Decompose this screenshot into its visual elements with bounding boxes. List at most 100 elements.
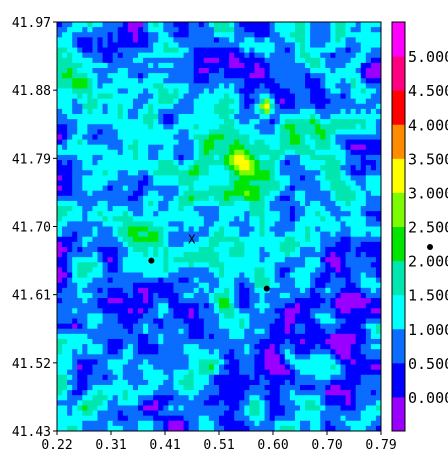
contour-cell: [178, 221, 185, 228]
contour-cell: [244, 236, 250, 243]
contour-cell: [370, 134, 377, 141]
contour-cell: [102, 400, 109, 407]
contour-cell: [117, 298, 124, 304]
contour-cell: [112, 231, 119, 238]
contour-cell: [375, 42, 381, 49]
contour-cell: [340, 287, 347, 294]
contour-cell: [198, 103, 205, 110]
contour-cell: [305, 236, 311, 243]
contour-cell: [102, 282, 109, 289]
contour-cell: [97, 364, 104, 371]
contour-cell: [305, 323, 311, 330]
contour-cell: [198, 22, 205, 28]
contour-cell: [92, 165, 99, 171]
contour-cell: [365, 390, 372, 396]
contour-cell: [234, 73, 240, 79]
contour-cell: [345, 149, 352, 156]
contour-cell: [375, 47, 381, 54]
contour-cell: [310, 390, 316, 396]
contour-cell: [234, 262, 240, 268]
contour-cell: [117, 277, 124, 284]
contour-cell: [183, 73, 190, 79]
contour-cell: [57, 328, 63, 335]
contour-cell: [289, 349, 296, 355]
contour-cell: [294, 175, 301, 182]
contour-cell: [249, 73, 256, 79]
contour-cell: [77, 221, 83, 228]
contour-cell: [148, 374, 154, 381]
contour-cell: [330, 134, 337, 141]
contour-cell: [163, 257, 169, 263]
contour-cell: [208, 267, 215, 274]
contour-cell: [254, 27, 261, 33]
contour-cell: [148, 313, 154, 320]
contour-cell: [77, 206, 83, 212]
contour-cell: [365, 405, 372, 412]
contour-cell: [274, 216, 281, 222]
contour-cell: [143, 236, 149, 243]
contour-cell: [310, 98, 316, 105]
contour-cell: [259, 272, 266, 279]
contour-cell: [67, 405, 73, 412]
contour-cell: [138, 62, 144, 69]
contour-cell: [259, 108, 266, 115]
contour-cell: [254, 231, 261, 238]
contour-cell: [345, 62, 352, 69]
contour-cell: [375, 390, 381, 396]
contour-cell: [289, 390, 296, 396]
contour-cell: [183, 88, 190, 95]
contour-cell: [122, 47, 129, 54]
contour-cell: [375, 257, 381, 263]
contour-cell: [345, 267, 352, 274]
contour-cell: [138, 119, 144, 125]
contour-cell: [340, 364, 347, 371]
contour-cell: [67, 359, 73, 366]
contour-cell: [158, 395, 164, 401]
contour-cell: [203, 103, 210, 110]
contour-cell: [229, 400, 235, 407]
contour-cell: [148, 52, 154, 59]
contour-cell: [335, 318, 342, 325]
contour-cell: [239, 206, 245, 212]
contour-cell: [365, 354, 372, 361]
contour-cell: [294, 98, 301, 105]
contour-cell: [107, 103, 114, 110]
contour-cell: [360, 154, 367, 161]
contour-cell: [360, 236, 367, 243]
contour-cell: [198, 328, 205, 335]
contour-cell: [193, 226, 200, 233]
contour-cell: [87, 27, 94, 33]
contour-cell: [97, 124, 104, 130]
contour-cell: [213, 144, 220, 151]
contour-cell: [168, 119, 175, 125]
contour-cell: [289, 410, 296, 417]
contour-cell: [360, 124, 367, 130]
contour-cell: [264, 83, 271, 90]
contour-cell: [370, 103, 377, 110]
contour-cell: [279, 180, 286, 187]
contour-cell: [315, 190, 321, 197]
contour-cell: [310, 415, 316, 422]
contour-cell: [229, 211, 235, 217]
contour-cell: [158, 37, 164, 44]
contour-cell: [198, 395, 205, 401]
contour-cell: [107, 165, 114, 171]
contour-cell: [264, 37, 271, 44]
contour-cell: [178, 62, 185, 69]
contour-cell: [188, 108, 195, 115]
contour-cell: [264, 318, 271, 325]
contour-cell: [330, 88, 337, 95]
contour-cell: [224, 344, 230, 350]
contour-cell: [234, 246, 240, 253]
contour-cell: [289, 216, 296, 222]
contour-cell: [229, 119, 235, 125]
contour-cell: [274, 323, 281, 330]
contour-cell: [193, 354, 200, 361]
contour-cell: [122, 236, 129, 243]
contour-cell: [264, 160, 271, 166]
contour-cell: [259, 292, 266, 299]
contour-cell: [173, 88, 180, 95]
contour-cell: [198, 83, 205, 90]
contour-cell: [77, 384, 83, 391]
contour-cell: [330, 52, 337, 59]
